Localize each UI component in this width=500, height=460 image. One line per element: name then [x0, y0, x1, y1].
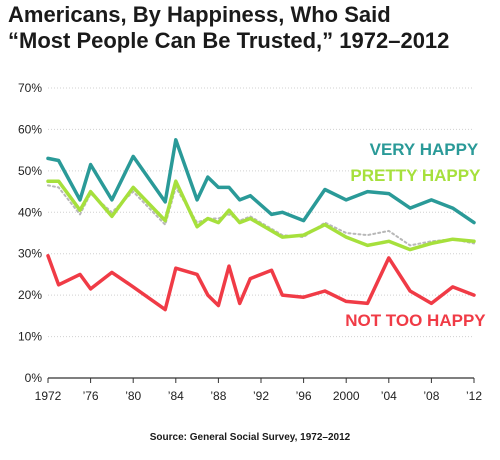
y-tick-label-60: 60%	[18, 122, 42, 136]
x-tick-label-1996: ’96	[296, 389, 312, 403]
series-label-pretty-happy: PRETTY HAPPY	[350, 166, 481, 185]
series-label-not-too-happy: NOT TOO HAPPY	[345, 311, 486, 330]
x-tick-label-1980: ’80	[125, 389, 141, 403]
y-tick-label-10: 10%	[18, 330, 42, 344]
line-chart: 0% 10% 20% 30% 40% 50% 60% 70% 1972 ’76 ’80 ’84 ’88 ’…	[18, 81, 486, 403]
source-note: Source: General Social Survey, 1972–2012	[149, 432, 351, 443]
x-tick-label-2004: ’04	[381, 389, 397, 403]
y-tick-label-40: 40%	[18, 205, 42, 219]
series-label-very-happy: VERY HAPPY	[370, 140, 479, 159]
chart-title-line-1: Americans, By Happiness, Who Said	[8, 2, 391, 27]
y-tick-label-30: 30%	[18, 247, 42, 261]
chart-title-line-2: “Most People Can Be Trusted,” 1972–2012	[8, 28, 450, 53]
y-tick-label-0: 0%	[25, 371, 43, 385]
series-line-pretty-happy	[46, 179, 476, 252]
x-tick-label-2012: ’12	[466, 389, 482, 403]
y-tick-label-20: 20%	[18, 288, 42, 302]
series-line-overall	[47, 184, 475, 247]
x-tick-label-2000: 2000	[333, 389, 360, 403]
x-tick-label-2008: ’08	[423, 389, 439, 403]
y-tick-label-70: 70%	[18, 81, 42, 95]
x-tick-label-1984: ’84	[168, 389, 184, 403]
series-line-not-too-happy	[46, 254, 476, 312]
x-tick-label-1988: ’88	[210, 389, 226, 403]
series-line-very-happy	[46, 138, 476, 225]
x-tick-label-1972: 1972	[35, 389, 62, 403]
y-tick-label-50: 50%	[18, 164, 42, 178]
chart-title: Americans, By Happiness, Who Said “Most …	[8, 2, 449, 54]
x-tick-label-1992: ’92	[253, 389, 269, 403]
x-tick-label-1976: ’76	[83, 389, 99, 403]
